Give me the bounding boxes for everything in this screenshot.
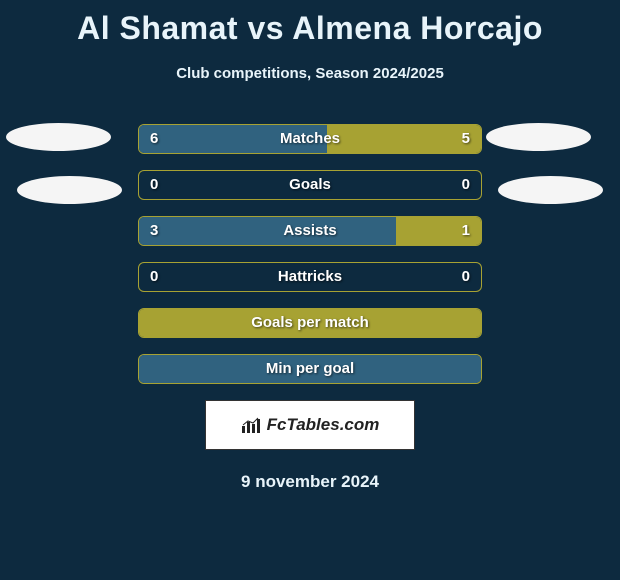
brand-badge: FcTables.com [205,400,415,450]
stats-chart: 65Matches00Goals31Assists00HattricksGoal… [0,124,620,384]
stat-label: Matches [138,124,482,154]
stat-label: Goals [138,170,482,200]
stat-label: Assists [138,216,482,246]
stat-row: Goals per match [0,308,620,338]
avatar-placeholder [498,176,603,204]
avatar-placeholder [6,123,111,151]
stat-row: Min per goal [0,354,620,384]
date-line: 9 november 2024 [0,472,620,492]
avatar-placeholder [17,176,122,204]
stat-label: Hattricks [138,262,482,292]
subtitle: Club competitions, Season 2024/2025 [0,65,620,82]
chart-icon [241,416,263,434]
avatar-placeholder [486,123,591,151]
brand-text: FcTables.com [267,415,380,435]
stat-label: Min per goal [138,354,482,384]
stat-row: 31Assists [0,216,620,246]
stat-label: Goals per match [138,308,482,338]
page-title: Al Shamat vs Almena Horcajo [0,0,620,47]
stat-row: 00Hattricks [0,262,620,292]
